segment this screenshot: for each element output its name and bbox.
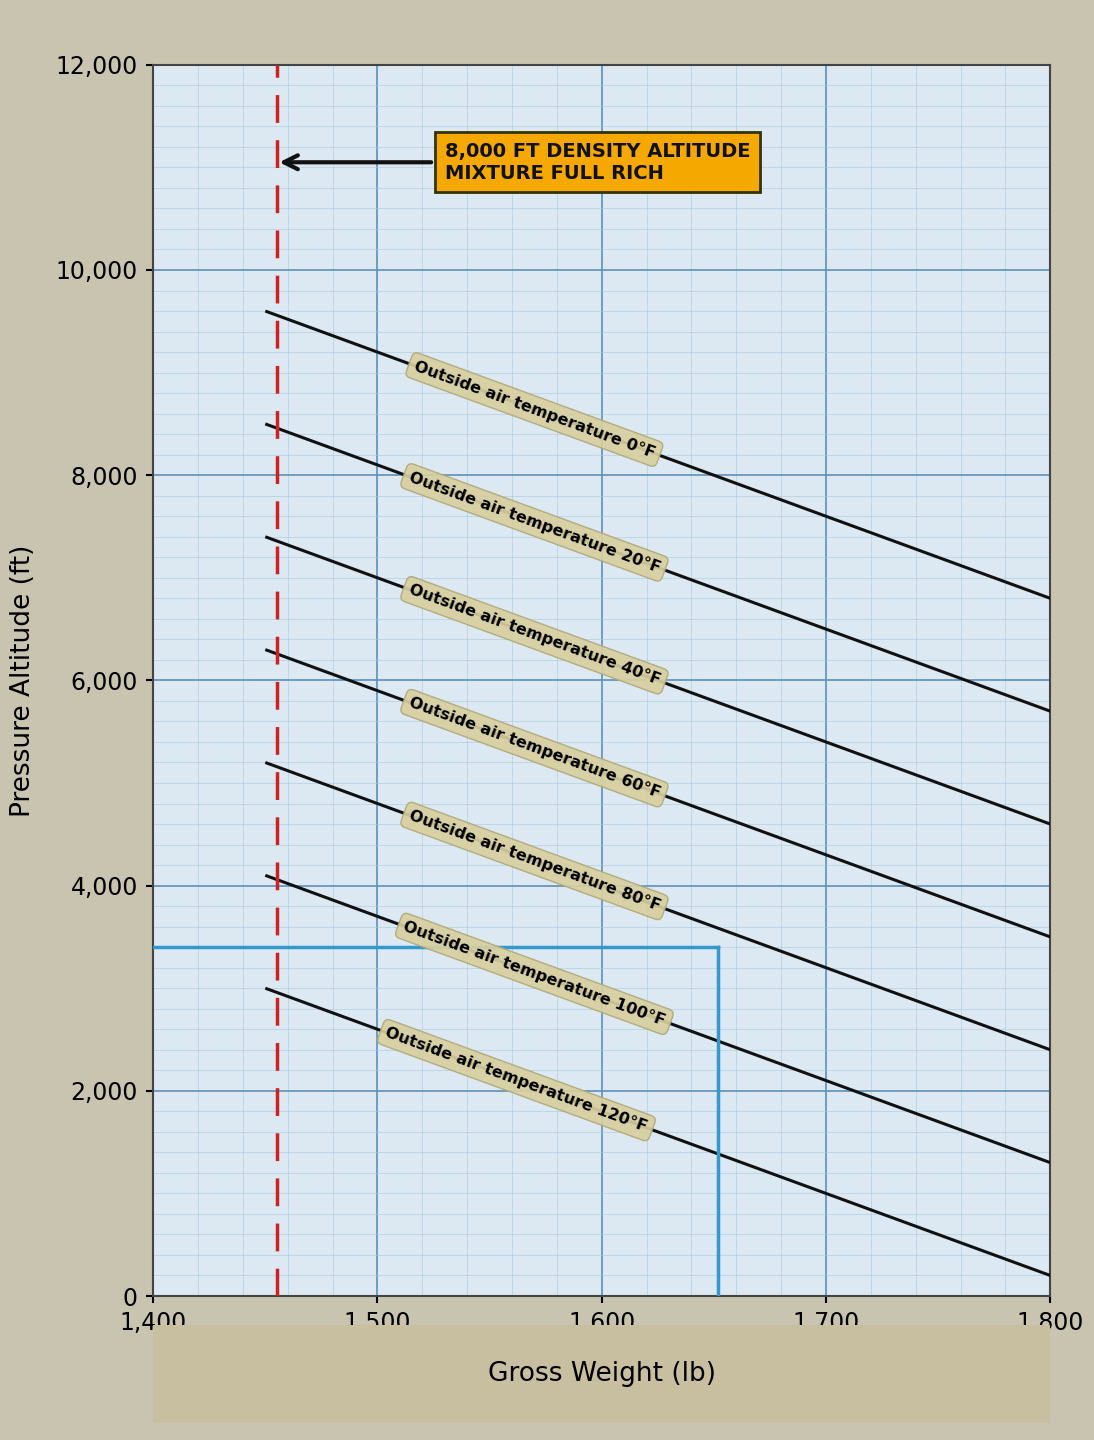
Text: 8,000 FT DENSITY ALTITUDE
MIXTURE FULL RICH: 8,000 FT DENSITY ALTITUDE MIXTURE FULL R… [284,141,750,183]
Y-axis label: Pressure Altitude (ft): Pressure Altitude (ft) [10,544,36,816]
Text: Outside air temperature 120°F: Outside air temperature 120°F [383,1025,650,1135]
Text: Outside air temperature 40°F: Outside air temperature 40°F [407,582,662,688]
Text: Outside air temperature 80°F: Outside air temperature 80°F [407,808,662,914]
Text: Outside air temperature 20°F: Outside air temperature 20°F [407,469,662,575]
Text: Outside air temperature 100°F: Outside air temperature 100°F [401,919,667,1028]
Text: Outside air temperature 60°F: Outside air temperature 60°F [407,696,662,801]
Text: Gross Weight (lb): Gross Weight (lb) [488,1361,715,1387]
Text: Outside air temperature 0°F: Outside air temperature 0°F [411,359,657,461]
